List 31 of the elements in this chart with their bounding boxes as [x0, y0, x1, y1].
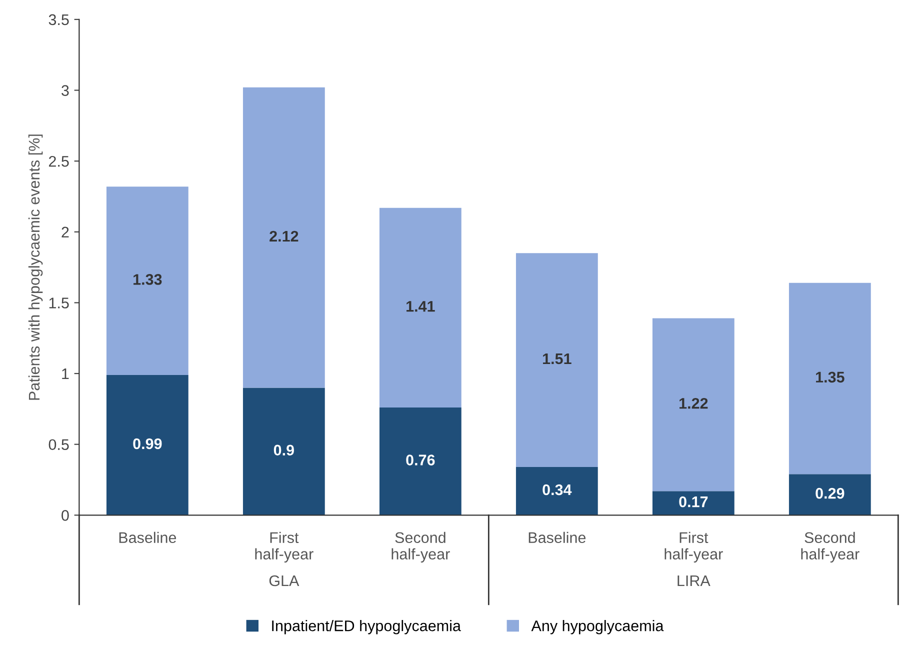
x-tick-label: Second half-year	[801, 532, 860, 563]
y-tick-label: 1	[62, 368, 69, 380]
data-label: 0.34	[542, 484, 572, 496]
legend-label: Any hypoglycaemia	[531, 620, 664, 634]
y-tick-label: 0	[62, 510, 69, 521]
data-label: 1.33	[134, 274, 162, 285]
x-tick-label: Second half-year	[392, 532, 450, 563]
data-label: 0.29	[816, 488, 844, 499]
x-tick-label: First half-year	[255, 532, 314, 563]
text: LIRA	[678, 576, 710, 586]
x-tick-label: Baseline	[528, 532, 586, 544]
text: GLA	[269, 575, 300, 586]
data-label: 0.9	[274, 444, 294, 456]
data-label: 0.76	[406, 454, 435, 466]
y-tick-label: 3.5	[48, 14, 69, 26]
y-tick-label: 0.5	[48, 439, 69, 450]
y-tick-label: 3	[62, 85, 69, 96]
data-label: 1.22	[680, 398, 708, 409]
data-label: 1.51	[543, 354, 572, 364]
y-tick-label: 2	[62, 226, 69, 238]
legend-label: Inpatient/ED hypoglycaemia	[272, 620, 461, 634]
data-label: 2.12	[270, 230, 298, 242]
data-label: 1.41	[406, 301, 435, 312]
data-label: 0.17	[679, 496, 708, 508]
y-tick-label: 2.5	[48, 156, 69, 167]
y-axis-title: Patients with hypoglycaemic events [%]	[28, 134, 43, 400]
y-tick-label: 1.5	[49, 298, 69, 308]
x-tick-label: First half-year	[664, 532, 723, 563]
x-tick-label: Baseline	[119, 532, 176, 544]
data-label: 1.35	[816, 372, 844, 383]
data-label: 0.99	[133, 438, 162, 450]
